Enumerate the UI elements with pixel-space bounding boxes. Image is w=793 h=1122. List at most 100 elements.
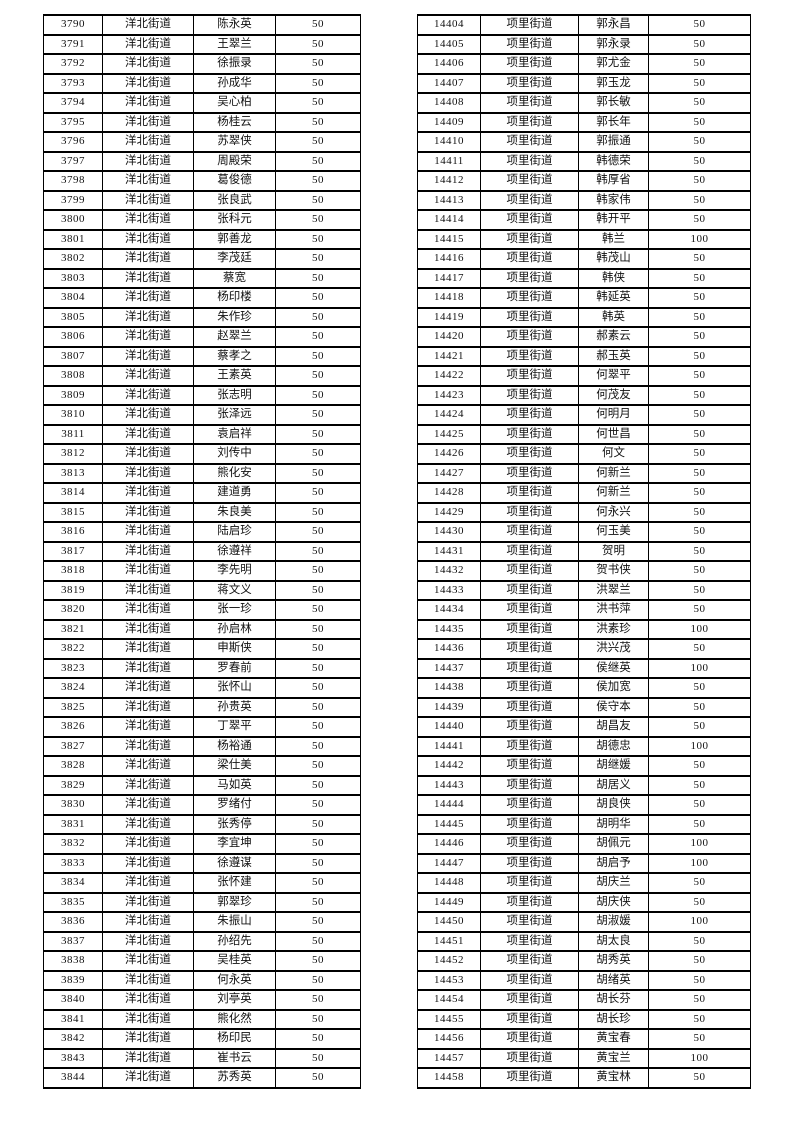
table-cell-amount: 50 <box>648 482 751 504</box>
table-cell-id: 14450 <box>417 911 481 933</box>
table-cell-amount: 50 <box>275 53 361 75</box>
table-cell-amount: 50 <box>275 462 361 484</box>
table-cell-amount: 50 <box>275 287 361 309</box>
table-row: 3817 洋北街道 徐遵祥 50 <box>43 540 361 562</box>
table-row: 3795 洋北街道 杨桂云 50 <box>43 111 361 133</box>
table-row: 3825 洋北街道 孙贵英 50 <box>43 696 361 718</box>
table-cell-amount: 50 <box>648 794 751 816</box>
table-row: 14448 项里街道 胡庆兰 50 <box>417 872 751 894</box>
table-cell-amount: 100 <box>648 735 751 757</box>
table-cell-id: 14410 <box>417 131 481 153</box>
table-cell-amount: 50 <box>275 501 361 523</box>
table-cell-amount: 50 <box>275 657 361 679</box>
table-cell-id: 3791 <box>43 33 103 55</box>
table-cell-id: 3814 <box>43 482 103 504</box>
table-cell-street: 洋北街道 <box>102 774 194 796</box>
table-row: 14446 项里街道 胡佩元 100 <box>417 833 751 855</box>
table-cell-id: 14444 <box>417 794 481 816</box>
table-cell-id: 14433 <box>417 579 481 601</box>
table-cell-amount: 50 <box>275 716 361 738</box>
table-cell-person-name: 黄宝春 <box>578 1028 649 1050</box>
table-row: 3796 洋北街道 苏翠侠 50 <box>43 131 361 153</box>
table-cell-amount: 50 <box>648 150 751 172</box>
table-row: 14410 项里街道 郭振通 50 <box>417 131 751 153</box>
table-cell-id: 3818 <box>43 560 103 582</box>
table-cell-amount: 50 <box>275 482 361 504</box>
table-cell-amount: 50 <box>275 72 361 94</box>
table-cell-id: 3798 <box>43 170 103 192</box>
table-cell-amount: 50 <box>275 306 361 328</box>
table-cell-id: 14435 <box>417 618 481 640</box>
table-cell-person-name: 韩侠 <box>578 267 649 289</box>
table-cell-person-name: 洪素珍 <box>578 618 649 640</box>
table-cell-street: 洋北街道 <box>102 1028 194 1050</box>
table-cell-street: 洋北街道 <box>102 872 194 894</box>
table-cell-person-name: 韩延英 <box>578 287 649 309</box>
table-cell-person-name: 韩茂山 <box>578 248 649 270</box>
table-cell-id: 3799 <box>43 189 103 211</box>
table-row: 14406 项里街道 郭尤金 50 <box>417 53 751 75</box>
table-cell-id: 14427 <box>417 462 481 484</box>
table-cell-id: 3792 <box>43 53 103 75</box>
table-cell-street: 洋北街道 <box>102 209 194 231</box>
table-cell-amount: 50 <box>275 891 361 913</box>
table-cell-amount: 50 <box>275 1008 361 1030</box>
table-cell-person-name: 何新兰 <box>578 482 649 504</box>
table-cell-person-name: 梁仕美 <box>193 755 276 777</box>
table-row: 3793 洋北街道 孙成华 50 <box>43 72 361 94</box>
table-cell-amount: 100 <box>648 911 751 933</box>
table-cell-amount: 50 <box>275 170 361 192</box>
table-cell-street: 洋北街道 <box>102 852 194 874</box>
table-cell-person-name: 胡长珍 <box>578 1008 649 1030</box>
table-row: 14430 项里街道 何玉美 50 <box>417 521 751 543</box>
table-cell-person-name: 胡秀英 <box>578 950 649 972</box>
table-cell-street: 项里街道 <box>480 404 579 426</box>
table-cell-amount: 50 <box>648 540 751 562</box>
table-cell-id: 14429 <box>417 501 481 523</box>
table-row: 3822 洋北街道 申斯侠 50 <box>43 638 361 660</box>
table-row: 14444 项里街道 胡良侠 50 <box>417 794 751 816</box>
table-cell-id: 14456 <box>417 1028 481 1050</box>
table-cell-street: 项里街道 <box>480 14 579 36</box>
table-cell-person-name: 张一珍 <box>193 599 276 621</box>
table-cell-person-name: 何新兰 <box>578 462 649 484</box>
table-cell-id: 14446 <box>417 833 481 855</box>
table-cell-street: 项里街道 <box>480 228 579 250</box>
table-cell-id: 14441 <box>417 735 481 757</box>
table-cell-person-name: 胡居义 <box>578 774 649 796</box>
table-cell-street: 洋北街道 <box>102 560 194 582</box>
table-cell-person-name: 何世昌 <box>578 423 649 445</box>
table-row: 14436 项里街道 洪兴茂 50 <box>417 638 751 660</box>
table-cell-id: 3828 <box>43 755 103 777</box>
table-cell-person-name: 郭长敏 <box>578 92 649 114</box>
table-cell-amount: 50 <box>275 735 361 757</box>
table-cell-street: 洋北街道 <box>102 638 194 660</box>
table-cell-street: 洋北街道 <box>102 911 194 933</box>
table-row: 3835 洋北街道 郭翠珍 50 <box>43 891 361 913</box>
table-cell-person-name: 郝玉英 <box>578 345 649 367</box>
table-cell-street: 洋北街道 <box>102 735 194 757</box>
table-row: 3812 洋北街道 刘传中 50 <box>43 443 361 465</box>
table-cell-id: 14452 <box>417 950 481 972</box>
table-cell-amount: 50 <box>275 930 361 952</box>
table-cell-street: 项里街道 <box>480 657 579 679</box>
table-cell-id: 3838 <box>43 950 103 972</box>
table-cell-amount: 50 <box>275 989 361 1011</box>
table-cell-id: 3808 <box>43 365 103 387</box>
table-cell-id: 3801 <box>43 228 103 250</box>
table-cell-id: 14417 <box>417 267 481 289</box>
table-cell-street: 项里街道 <box>480 618 579 640</box>
table-cell-person-name: 何明月 <box>578 404 649 426</box>
table-cell-person-name: 郝素云 <box>578 326 649 348</box>
table-cell-person-name: 熊化然 <box>193 1008 276 1030</box>
table-row: 14439 项里街道 侯守本 50 <box>417 696 751 718</box>
table-row: 14458 项里街道 黄宝林 50 <box>417 1067 751 1089</box>
table-row: 14418 项里街道 韩延英 50 <box>417 287 751 309</box>
table-cell-id: 3810 <box>43 404 103 426</box>
table-row: 14440 项里街道 胡昌友 50 <box>417 716 751 738</box>
table-cell-amount: 50 <box>648 989 751 1011</box>
table-cell-amount: 50 <box>275 209 361 231</box>
table-row: 14409 项里街道 郭长年 50 <box>417 111 751 133</box>
table-cell-person-name: 苏秀英 <box>193 1067 276 1089</box>
table-cell-amount: 50 <box>275 813 361 835</box>
